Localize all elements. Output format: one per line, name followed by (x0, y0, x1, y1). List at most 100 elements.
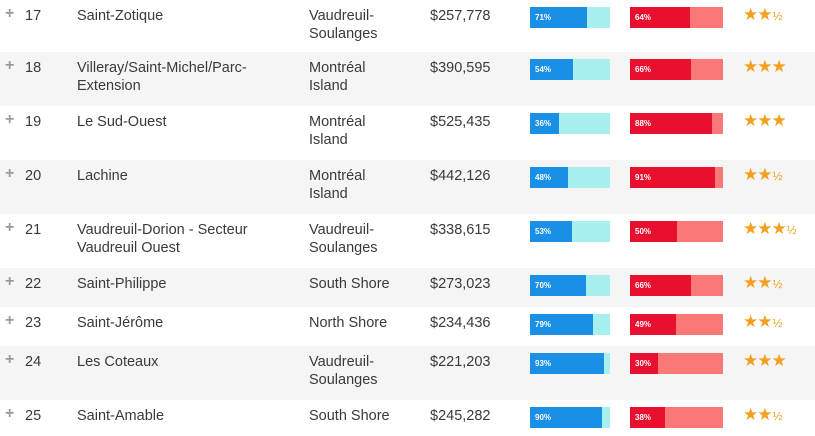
table-row[interactable]: +20 Lachine Montréal Island $442,126 48% 91% ★★… (0, 160, 815, 214)
half-star-icon: ½ (772, 9, 783, 23)
blue-percentage-bar: 79% (530, 314, 610, 335)
half-star-icon: ½ (772, 316, 783, 330)
table-row[interactable]: +18 Villeray/Saint-Michel/Parc- Extension M… (0, 52, 815, 106)
region-name: Vaudreuil- Soulanges (309, 353, 419, 389)
city-name: Lachine (77, 167, 292, 185)
table-row[interactable]: +21 Vaudreuil-Dorion - Secteur Vaudreuil O… (0, 214, 815, 268)
bar-percent-label: 49% (635, 320, 652, 329)
bar-percent-label: 90% (535, 413, 552, 422)
rank-number: 24 (25, 354, 42, 370)
city-name-line: Vaudreuil Ouest (77, 240, 180, 256)
table-row[interactable]: +17 Saint-Zotique Vaudreuil- Soulanges $257,… (0, 0, 815, 52)
table-row[interactable]: +25 Saint-Amable South Shore $245,282 90% 38%… (0, 400, 815, 436)
region-name-line: Soulanges (309, 372, 378, 388)
table-row[interactable]: +22 Saint-Philippe South Shore $273,023 70% 6… (0, 268, 815, 307)
city-name: Vaudreuil-Dorion - Secteur Vaudreuil Oues… (77, 221, 292, 257)
region-name: Montréal Island (309, 167, 419, 203)
table-row[interactable]: +19 Le Sud-Ouest Montréal Island $525,435 36%… (0, 106, 815, 160)
half-star-icon: ½ (772, 169, 783, 183)
star-icon: ★★ (743, 312, 773, 331)
city-name: Saint-Jérôme (77, 314, 292, 332)
rank-number: 19 (25, 114, 42, 130)
bar-percent-label: 54% (535, 65, 552, 74)
median-price: $390,595 (430, 60, 491, 76)
bar-fill (530, 353, 605, 374)
star-icon: ★★★ (743, 111, 787, 130)
star-icon: ★★ (743, 273, 773, 292)
star-icon: ★★★ (743, 351, 787, 370)
median-price: $234,436 (430, 315, 491, 331)
region-name-line: Island (309, 186, 348, 202)
bar-fill (530, 59, 574, 80)
bar-fill (530, 7, 587, 28)
bar-fill (530, 167, 569, 188)
region-name-line: Montréal (309, 168, 366, 184)
bar-percent-label: 71% (535, 13, 552, 22)
plus-icon[interactable]: + (5, 219, 15, 236)
region-name-line: Vaudreuil- (309, 8, 375, 24)
bar-percent-label: 48% (535, 173, 552, 182)
star-rating: ★★★ (743, 352, 787, 371)
half-star-icon: ½ (786, 223, 797, 237)
median-price: $442,126 (430, 168, 491, 184)
median-price: $338,615 (430, 222, 491, 238)
star-icon: ★★ (743, 5, 773, 24)
bar-fill (530, 221, 573, 242)
plus-icon[interactable]: + (5, 351, 15, 368)
rank-number: 23 (25, 315, 42, 331)
region-name-line: Island (309, 78, 348, 94)
region-name-line: Montréal (309, 60, 366, 76)
red-percentage-bar: 49% (630, 314, 723, 335)
plus-icon[interactable]: + (5, 57, 15, 74)
region-name-line: North Shore (309, 315, 388, 331)
plus-icon[interactable]: + (5, 312, 15, 329)
blue-percentage-bar: 93% (530, 353, 610, 374)
city-name-line: Lachine (77, 168, 128, 184)
rank-number: 22 (25, 276, 42, 292)
plus-icon[interactable]: + (5, 5, 15, 22)
red-percentage-bar: 91% (630, 167, 723, 188)
city-name: Saint-Philippe (77, 275, 292, 293)
city-name-line: Les Coteaux (77, 354, 159, 370)
region-name-line: Soulanges (309, 26, 378, 42)
table-row[interactable]: +24 Les Coteaux Vaudreuil- Soulanges $221,20… (0, 346, 815, 400)
median-price: $245,282 (430, 408, 491, 424)
plus-icon[interactable]: + (5, 165, 15, 182)
star-icon: ★★★ (743, 219, 787, 238)
city-name-line: Le Sud-Ouest (77, 114, 167, 130)
star-icon: ★★ (743, 165, 773, 184)
rank-number: 21 (25, 222, 42, 238)
star-rating: ★★½ (743, 6, 783, 25)
city-name: Le Sud-Ouest (77, 113, 292, 131)
bar-percent-label: 93% (535, 359, 552, 368)
region-name: South Shore (309, 275, 419, 293)
bar-percent-label: 30% (635, 359, 652, 368)
city-name: Saint-Zotique (77, 7, 292, 25)
region-name: Vaudreuil- Soulanges (309, 221, 419, 257)
bar-percent-label: 66% (635, 65, 652, 74)
bar-fill (630, 275, 692, 296)
city-name-line: Saint-Jérôme (77, 315, 164, 331)
bar-fill (630, 113, 712, 134)
plus-icon[interactable]: + (5, 111, 15, 128)
city-name-line: Villeray/Saint-Michel/Parc- (77, 60, 247, 76)
city-name: Les Coteaux (77, 353, 292, 371)
median-price: $221,203 (430, 354, 491, 370)
red-percentage-bar: 66% (630, 275, 723, 296)
rank-number: 25 (25, 408, 42, 424)
bar-percent-label: 50% (635, 227, 652, 236)
plus-icon[interactable]: + (5, 273, 15, 290)
red-percentage-bar: 30% (630, 353, 723, 374)
star-rating: ★★½ (743, 406, 783, 425)
region-name: Vaudreuil- Soulanges (309, 7, 419, 43)
bar-fill (630, 407, 666, 428)
bar-percent-label: 91% (635, 173, 652, 182)
region-name-line: South Shore (309, 408, 390, 424)
region-name-line: South Shore (309, 276, 390, 292)
table-row[interactable]: +23 Saint-Jérôme North Shore $234,436 79% 49%… (0, 307, 815, 346)
rank-number: 18 (25, 60, 42, 76)
star-rating: ★★★½ (743, 220, 797, 239)
plus-icon[interactable]: + (5, 405, 15, 422)
blue-percentage-bar: 36% (530, 113, 610, 134)
